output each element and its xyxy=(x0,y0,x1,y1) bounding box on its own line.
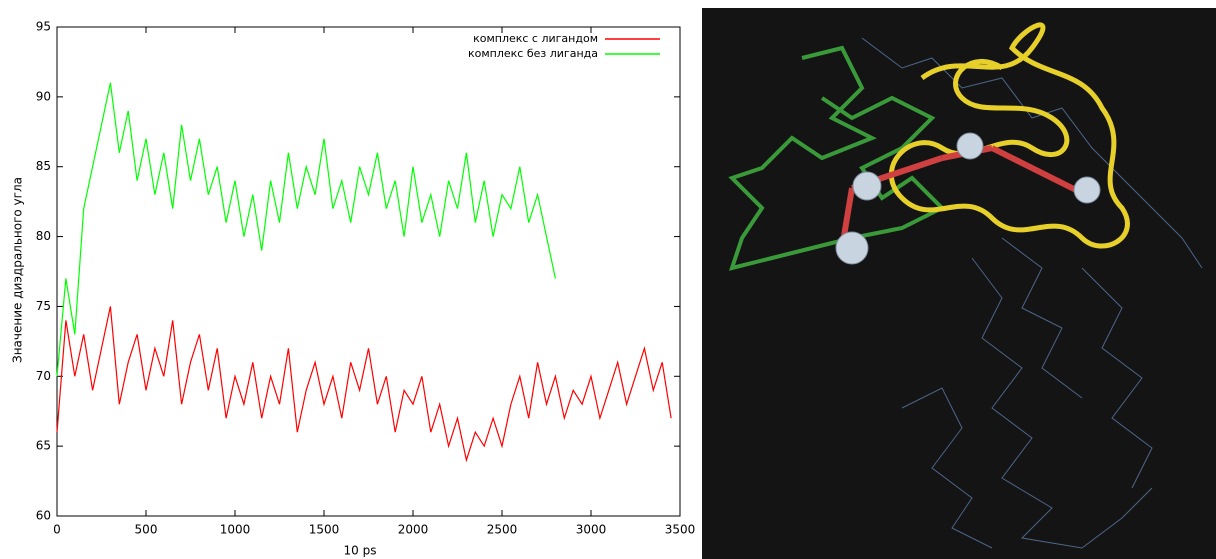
molecule-image xyxy=(702,8,1216,559)
x-tick-label: 3000 xyxy=(576,523,607,537)
plot-frame xyxy=(56,26,681,517)
green-ribbon xyxy=(728,45,946,271)
y-tick-label: 60 xyxy=(36,509,51,523)
sphere xyxy=(1073,176,1101,204)
chart: 10 ps Значение диэдрального угла 0 500 100… xyxy=(11,20,696,558)
y-tick-label: 85 xyxy=(36,159,51,173)
x-tick-label: 0 xyxy=(53,523,61,537)
y-axis-label: Значение диэдрального угла xyxy=(11,177,25,363)
y-tick-label: 90 xyxy=(36,89,51,103)
sphere xyxy=(956,132,984,160)
sphere xyxy=(835,231,869,265)
x-tick-label: 3500 xyxy=(665,523,696,537)
y-tick-label: 70 xyxy=(36,369,51,383)
x-tick-label: 1500 xyxy=(309,523,340,537)
ligand-spheres xyxy=(835,132,1101,265)
legend-label: комплекс без лиганда xyxy=(468,47,598,60)
y-tick-label: 65 xyxy=(36,439,51,453)
wire xyxy=(901,387,993,549)
yellow-ribbon xyxy=(888,22,1130,249)
x-tick-label: 500 xyxy=(135,523,158,537)
series-line xyxy=(56,82,556,377)
y-tick-label: 80 xyxy=(36,229,51,243)
image-background xyxy=(702,8,1216,559)
y-tick-label: 75 xyxy=(36,299,51,313)
x-axis-label: 10 ps xyxy=(344,544,377,558)
x-tick-label: 2000 xyxy=(398,523,429,537)
x-tick-label: 2500 xyxy=(487,523,518,537)
wire xyxy=(1081,267,1153,489)
wire xyxy=(1001,237,1083,399)
series-line xyxy=(56,306,672,463)
legend-label: комплекс с лигандом xyxy=(473,32,598,45)
y-tick-label: 95 xyxy=(36,20,51,34)
stick xyxy=(990,145,1084,196)
sphere xyxy=(852,171,882,201)
wire xyxy=(971,257,1153,549)
x-tick-label: 1000 xyxy=(220,523,251,537)
